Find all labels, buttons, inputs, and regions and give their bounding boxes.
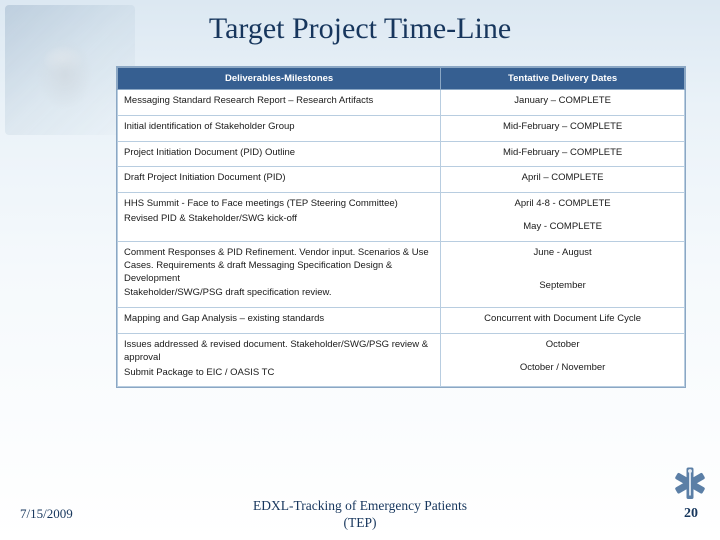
cell-text: October / November <box>447 362 678 375</box>
table-header-row: Deliverables-Milestones Tentative Delive… <box>118 68 685 90</box>
footer-line1: EDXL-Tracking of Emergency Patients <box>253 498 467 513</box>
cell-text: Revised PID & Stakeholder/SWG kick-off <box>124 213 434 226</box>
table-row: Project Initiation Document (PID) Outlin… <box>118 141 685 167</box>
cell-text: June - August <box>447 247 678 260</box>
cell-text: October <box>447 339 678 352</box>
table-row: HHS Summit - Face to Face meetings (TEP … <box>118 193 685 242</box>
cell-text: January – COMPLETE <box>447 95 678 108</box>
footer-center-title: EDXL-Tracking of Emergency Patients (TEP… <box>0 498 720 532</box>
cell-text: Concurrent with Document Life Cycle <box>447 313 678 326</box>
cell-text: April – COMPLETE <box>447 172 678 185</box>
slide-footer: 7/15/2009 EDXL-Tracking of Emergency Pat… <box>0 494 720 534</box>
cell-text: May - COMPLETE <box>447 221 678 234</box>
cell-text: Comment Responses & PID Refinement. Vend… <box>124 247 434 285</box>
table-row: Mapping and Gap Analysis – existing stan… <box>118 308 685 334</box>
table-row: Comment Responses & PID Refinement. Vend… <box>118 241 685 307</box>
cell-text: Initial identification of Stakeholder Gr… <box>124 121 434 134</box>
cell-text: Mapping and Gap Analysis – existing stan… <box>124 313 434 326</box>
col-header-dates: Tentative Delivery Dates <box>441 68 685 90</box>
cell-text: Messaging Standard Research Report – Res… <box>124 95 434 108</box>
table-row: Draft Project Initiation Document (PID) … <box>118 167 685 193</box>
col-header-deliverables: Deliverables-Milestones <box>118 68 441 90</box>
cell-text: Mid-February – COMPLETE <box>447 147 678 160</box>
cell-text: April 4-8 - COMPLETE <box>447 198 678 211</box>
slide-title: Target Project Time-Line <box>0 12 720 46</box>
timeline-table-container: Deliverables-Milestones Tentative Delive… <box>116 66 686 388</box>
cell-text: Issues addressed & revised document. Sta… <box>124 339 434 365</box>
cell-text: September <box>447 280 678 293</box>
footer-line2: (TEP) <box>344 515 377 530</box>
timeline-table: Deliverables-Milestones Tentative Delive… <box>117 67 685 387</box>
cell-text: Stakeholder/SWG/PSG draft specification … <box>124 287 434 300</box>
cell-text: Mid-February – COMPLETE <box>447 121 678 134</box>
table-row: Messaging Standard Research Report – Res… <box>118 90 685 116</box>
table-row: Issues addressed & revised document. Sta… <box>118 333 685 386</box>
cell-text: Project Initiation Document (PID) Outlin… <box>124 147 434 160</box>
cell-text: Draft Project Initiation Document (PID) <box>124 172 434 185</box>
cell-text: HHS Summit - Face to Face meetings (TEP … <box>124 198 434 211</box>
cell-text: Submit Package to EIC / OASIS TC <box>124 367 434 380</box>
table-row: Initial identification of Stakeholder Gr… <box>118 115 685 141</box>
footer-page-number: 20 <box>684 506 698 522</box>
